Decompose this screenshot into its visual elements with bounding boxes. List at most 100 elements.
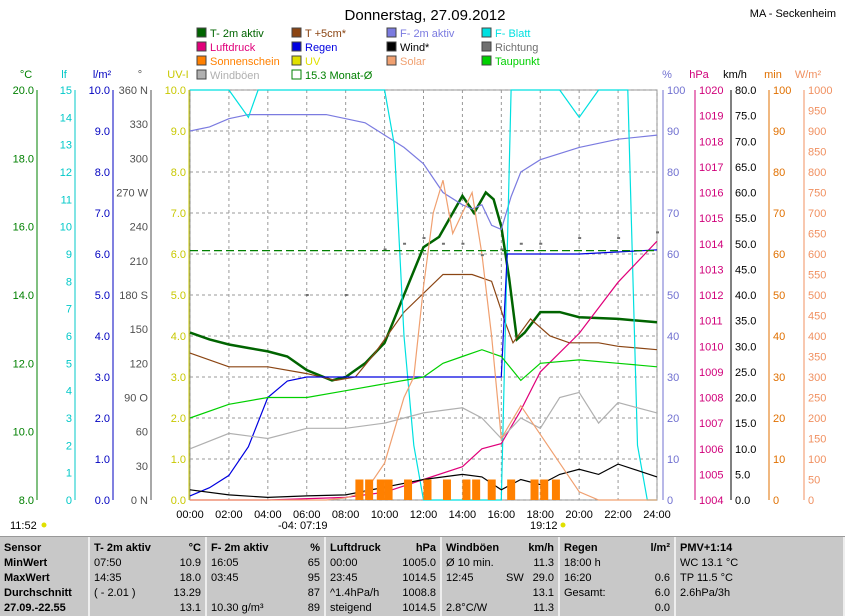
stats-header: Regen l/m² bbox=[564, 541, 670, 556]
stats-column-regen: Regen l/m² 18:00 h 16:20 0.6 Gesamt: 6.0 0.0 bbox=[560, 537, 676, 616]
axis-tick-label: 30 bbox=[136, 461, 148, 473]
legend-label: Luftdruck bbox=[210, 42, 256, 54]
stats-cell: l/m² bbox=[650, 542, 670, 554]
stats-row: steigend 1014.5 bbox=[330, 601, 436, 616]
legend-label: F- Blatt bbox=[495, 28, 530, 40]
stats-cell: WC 13.1 °C bbox=[680, 557, 739, 569]
axis-tick-label: 50 bbox=[773, 290, 785, 302]
axis-tick-label: 1.0 bbox=[171, 454, 186, 466]
axis-tick-label: 1005 bbox=[699, 469, 723, 481]
axis-tick-label: 3.0 bbox=[95, 372, 110, 384]
axis-tick-label: 350 bbox=[808, 352, 826, 364]
axis-unit-label: % bbox=[662, 69, 672, 81]
x-tick-label: 08:00 bbox=[332, 509, 360, 521]
axis-tick-label: 13 bbox=[60, 140, 72, 152]
axis-tick-label: 20.0 bbox=[13, 85, 34, 97]
sunshine-bar bbox=[540, 479, 549, 500]
axis-tick-label: 60 bbox=[773, 249, 785, 261]
axis-tick-label: 55.0 bbox=[735, 213, 756, 225]
axis-tick-label: 150 bbox=[808, 434, 826, 446]
legend-swatch bbox=[196, 41, 207, 52]
legend-label: Regen bbox=[305, 42, 337, 54]
axis-tick-label: 75.0 bbox=[735, 111, 756, 123]
stats-row: ( - 2.01 ) 13.29 bbox=[94, 586, 201, 601]
axis-tick-label: 6 bbox=[66, 331, 72, 343]
axis-tick-label: 10 bbox=[60, 222, 72, 234]
x-tick-label: 04:00 bbox=[254, 509, 282, 521]
sunrise-label: 07:19 bbox=[300, 520, 328, 532]
axis-tick-label: 40.0 bbox=[735, 290, 756, 302]
axis-tick-label: 10 bbox=[667, 454, 679, 466]
axis-tick-label: 400 bbox=[808, 331, 826, 343]
series-line-t-2m-aktiv bbox=[189, 190, 658, 382]
stats-row: 0.0 bbox=[564, 601, 670, 616]
axis-tick-label: 35.0 bbox=[735, 316, 756, 328]
axis-unit-label: l/m² bbox=[93, 69, 112, 81]
x-tick-label: 00:00 bbox=[176, 509, 204, 521]
series-line-solar bbox=[190, 180, 657, 501]
stats-cell: 13.1 bbox=[532, 587, 554, 599]
stats-header: T- 2m aktiv °C bbox=[94, 541, 201, 556]
legend-label: F- 2m aktiv bbox=[400, 28, 455, 40]
stats-cell: 6.0 bbox=[654, 587, 670, 599]
axis-tick-label: 750 bbox=[808, 188, 826, 200]
stats-row: 00:00 1005.0 bbox=[330, 556, 436, 571]
stats-cell: 03:45 bbox=[211, 572, 239, 584]
stats-row: 07:50 10.9 bbox=[94, 556, 201, 571]
legend-label: UV bbox=[305, 56, 321, 68]
axis-tick-label: 1000 bbox=[808, 85, 832, 97]
wind-direction-point bbox=[344, 294, 348, 296]
stats-cell: Gesamt: bbox=[564, 587, 606, 599]
stats-cell: 0.0 bbox=[654, 602, 670, 614]
stats-cell: TP 11.5 °C bbox=[680, 572, 733, 584]
axis-tick-label: 1019 bbox=[699, 111, 723, 123]
stats-cell: ^1.4hPa/h bbox=[330, 587, 380, 599]
axis-tick-label: 950 bbox=[808, 106, 826, 118]
sunshine-bar bbox=[376, 479, 385, 500]
axis-tick-label: 1018 bbox=[699, 136, 723, 148]
axis-tick-label: 900 bbox=[808, 126, 826, 138]
sunshine-bar bbox=[365, 479, 374, 500]
chart-title: Donnerstag, 27.09.2012 bbox=[345, 7, 506, 24]
stats-cell: PMV+1:14 bbox=[680, 542, 733, 554]
axis-unit-label: km/h bbox=[723, 69, 747, 81]
stats-column-windboeen: Windböen km/h Ø 10 min. 11.3 12:45 SW 29.0 13.1… bbox=[442, 537, 560, 616]
axis-tick-label: 30 bbox=[773, 372, 785, 384]
stats-row: MaxWert bbox=[4, 571, 84, 586]
stats-cell: 18:00 h bbox=[564, 557, 601, 569]
stats-cell: 27.09.-22.55 bbox=[4, 602, 66, 614]
stats-cell: 95 bbox=[307, 572, 320, 584]
axis-unit-label: min bbox=[764, 69, 782, 81]
sunshine-bar bbox=[487, 479, 496, 500]
axis-tick-label: 800 bbox=[808, 167, 826, 179]
axis-tick-label: 10.0 bbox=[735, 444, 756, 456]
axis-tick-label: 1 bbox=[66, 468, 72, 480]
axis-unit-label: hPa bbox=[689, 69, 709, 81]
moonrise-label: 11:52 bbox=[10, 520, 37, 532]
axis-tick-label: 20.0 bbox=[735, 393, 756, 405]
stats-row: Gesamt: 6.0 bbox=[564, 586, 670, 601]
axis-tick-label: 300 bbox=[808, 372, 826, 384]
axis-unit-label: W/m² bbox=[795, 69, 822, 81]
axis-tick-label: 40 bbox=[667, 331, 679, 343]
axis-tick-label: 1020 bbox=[699, 85, 723, 97]
axis-tick-label: 18.0 bbox=[13, 153, 34, 165]
axis-tick-label: 50.0 bbox=[735, 239, 756, 251]
sunshine-bar bbox=[442, 479, 451, 500]
stats-cell: hPa bbox=[415, 542, 436, 554]
stats-row: 2.8°C/W 11.3 bbox=[446, 601, 554, 616]
axis-tick-label: 80.0 bbox=[735, 85, 756, 97]
stats-row: MinWert bbox=[4, 556, 84, 571]
stats-cell: 65 bbox=[307, 557, 320, 569]
stats-row: 27.09.-22.55 bbox=[4, 601, 84, 616]
stats-cell: 18.0 bbox=[179, 572, 201, 584]
axis-tick-label: 10.0 bbox=[165, 85, 186, 97]
x-tick-label: 24:00 bbox=[643, 509, 671, 521]
axis-tick-label: 70 bbox=[773, 208, 785, 220]
axis-tick-label: 8.0 bbox=[19, 495, 34, 507]
transit-label: -04: bbox=[278, 520, 297, 532]
axis-tick-label: 120 bbox=[130, 358, 148, 370]
stats-header: PMV+1:14 bbox=[680, 541, 839, 556]
axis-tick-label: 210 bbox=[130, 256, 148, 268]
axis-tick-label: 1011 bbox=[699, 316, 723, 328]
